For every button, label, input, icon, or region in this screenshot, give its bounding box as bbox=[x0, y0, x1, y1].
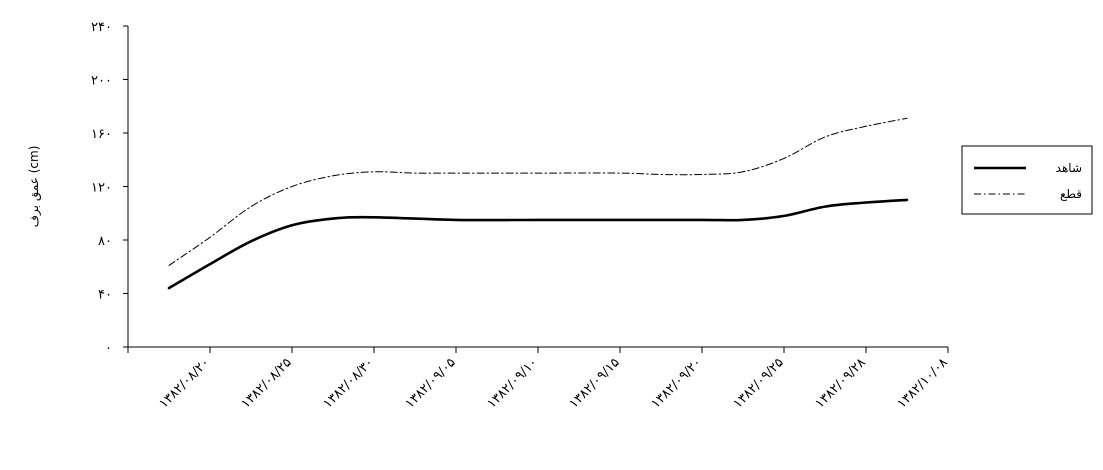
series-layer bbox=[167, 117, 909, 290]
x-tick-label: ۱۳۸۲/۰۹/۲۰ bbox=[649, 355, 705, 411]
y-axis-ticks: ۰ ۴۰ ۸۰ ۱۲۰ ۱۶۰ ۲۰۰ ۲۴۰ bbox=[91, 20, 128, 356]
legend-box bbox=[961, 145, 1093, 215]
y-tick-label: ۴۰ bbox=[98, 288, 112, 303]
y-tick-label: ۲۰۰ bbox=[91, 74, 112, 89]
series-line-1 bbox=[167, 198, 909, 290]
x-axis-ticks: ۱۳۸۲/۰۸/۲۰ ۱۳۸۲/۰۸/۲۵ ۱۳۸۲/۰۸/۳۰ ۱۳۸۲/۰۹/۰۵… bbox=[127, 347, 951, 412]
y-tick-label: ۰ bbox=[105, 341, 112, 356]
x-tick-label: ۱۳۸۲/۰۹/۲۸ bbox=[813, 355, 869, 411]
x-tick-label: ۱۳۸۲/۰۹/۱۵ bbox=[567, 355, 623, 411]
x-tick-label: ۱۳۸۲/۰۹/۲۵ bbox=[731, 355, 787, 411]
legend-entries: شاهد قطع bbox=[974, 161, 1082, 201]
legend-label-1: شاهد bbox=[1056, 161, 1082, 175]
y-tick-label: ۲۴۰ bbox=[91, 20, 112, 35]
x-tick-label: ۱۳۸۲/۰۸/۲۰ bbox=[157, 355, 213, 411]
x-tick-label: ۱۳۸۲/۱۰/۰۸ bbox=[895, 355, 951, 411]
x-tick-label: ۱۳۸۲/۰۹/۰۵ bbox=[403, 355, 459, 411]
x-tick-label: ۱۳۸۲/۰۸/۳۰ bbox=[321, 355, 377, 411]
y-tick-label: ۸۰ bbox=[98, 234, 112, 249]
series-line-2 bbox=[168, 117, 908, 266]
x-tick-label: ۱۳۸۲/۰۹/۱۰ bbox=[485, 355, 541, 411]
legend-label-2: قطع bbox=[1060, 187, 1082, 201]
x-tick-label: ۱۳۸۲/۰۸/۲۵ bbox=[239, 355, 295, 411]
y-axis-title: عمق برف (cm) bbox=[27, 146, 42, 228]
legend: شاهد قطع bbox=[961, 145, 1093, 215]
y-tick-label: ۱۲۰ bbox=[91, 181, 112, 196]
y-tick-label: ۱۶۰ bbox=[91, 127, 112, 142]
